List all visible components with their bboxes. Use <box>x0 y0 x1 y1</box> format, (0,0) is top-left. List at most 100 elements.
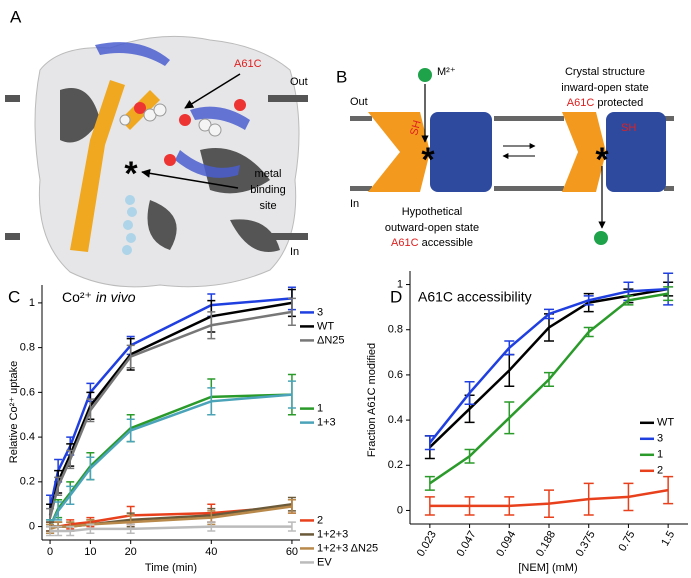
x-axis-label: [NEM] (mM) <box>518 562 577 574</box>
in-label: In <box>350 198 359 210</box>
error-bar <box>66 449 75 470</box>
x-tick-label: 0.023 <box>415 529 439 559</box>
ion-label: M²⁺ <box>437 66 456 78</box>
error-bar <box>126 344 135 369</box>
site-label: binding <box>250 184 285 196</box>
error-bar <box>54 525 63 537</box>
panel-label: D <box>390 287 402 306</box>
error-bar <box>287 380 296 409</box>
chain-cyan <box>122 195 137 255</box>
error-bar <box>207 311 216 340</box>
x-tick-label: 0.188 <box>534 529 558 559</box>
legend-label: 1+3 <box>317 417 336 429</box>
arrow <box>184 73 241 109</box>
error-bar <box>424 496 435 516</box>
sh-label: SH <box>621 122 636 134</box>
x-tick-label: 0.094 <box>494 529 518 559</box>
error-bar <box>504 340 515 356</box>
state-label: A61C accessible <box>391 237 473 249</box>
membrane-mark <box>268 233 308 240</box>
error-bar <box>207 521 216 532</box>
x-tick-label: 0.75 <box>616 529 637 554</box>
series-line <box>48 301 293 516</box>
legend-label: 3 <box>317 306 323 318</box>
y-axis-label: Fraction A61C modified <box>366 343 378 457</box>
x-tick-label: 0.375 <box>574 529 598 559</box>
legend-label: 3 <box>657 433 663 445</box>
y-tick-label: 1 <box>29 297 35 309</box>
membrane <box>350 116 674 191</box>
legend-label: WT <box>317 320 334 332</box>
error-bar <box>583 326 594 338</box>
star: * <box>421 141 435 179</box>
y-tick-label: 0.8 <box>20 342 35 354</box>
error-bar <box>464 496 475 516</box>
site-label: site <box>259 200 276 212</box>
state-word: accessible <box>422 237 473 249</box>
out-label: Out <box>290 76 308 88</box>
error-bar <box>207 387 216 416</box>
legend-label: 1 <box>657 449 663 461</box>
title-main: Co²⁺ <box>62 289 92 305</box>
error-bar <box>544 489 554 518</box>
ion <box>418 68 432 82</box>
x-tick-label: 10 <box>84 546 96 558</box>
y-tick-label: 0.2 <box>388 459 403 471</box>
error-bar <box>504 353 515 387</box>
legend-label: 1+2+3 <box>317 528 348 540</box>
error-bar <box>287 297 296 327</box>
error-bar <box>583 295 594 306</box>
error-bar <box>544 371 554 387</box>
y-axis-label: Relative Co²⁺ uptake <box>8 361 20 463</box>
state-label: outward-open state <box>385 222 479 234</box>
domain-orange <box>562 112 606 192</box>
helix-blue <box>95 42 250 178</box>
out-label: Out <box>350 96 368 108</box>
panel-a: A Out In A61C * metal binding site <box>5 7 308 288</box>
y-tick-label: 0 <box>397 504 403 516</box>
series-line <box>50 525 292 533</box>
domain-orange <box>368 112 430 192</box>
arrow <box>141 168 239 189</box>
x-axis-label: Time (min) <box>145 562 197 574</box>
legend-label: WT <box>657 417 674 429</box>
error-bar <box>86 398 95 423</box>
y-tick-label: 0.2 <box>20 476 35 488</box>
y-tick-label: 0.6 <box>20 386 35 398</box>
panel-b: B Out In M²⁺ SH * SH * Crystal structure… <box>336 66 674 249</box>
error-bar <box>663 475 674 505</box>
y-tick-label: 0.4 <box>388 414 403 426</box>
domain-blue <box>430 112 492 192</box>
legend-label: 1+2+3 ΔN25 <box>317 542 378 554</box>
error-bar <box>583 482 594 516</box>
legend-label: 1 <box>317 403 323 415</box>
state-label: Hypothetical <box>402 206 463 218</box>
x-tick-label: 40 <box>205 546 217 558</box>
x-tick-label: 60 <box>286 546 298 558</box>
error-bar <box>126 418 135 443</box>
error-bar <box>464 448 475 464</box>
error-bar <box>623 295 634 306</box>
mutation-label: A61C <box>234 58 262 70</box>
star: * <box>595 141 609 179</box>
error-bar <box>663 286 674 302</box>
error-bar <box>66 525 75 537</box>
error-bar <box>86 456 95 481</box>
ion <box>594 231 608 245</box>
panel-label: C <box>8 287 20 306</box>
y-tick-label: 0 <box>29 520 35 532</box>
panel-label: A <box>10 7 22 26</box>
membrane-mark <box>5 95 20 102</box>
error-bar <box>54 476 63 497</box>
helix-orange <box>70 80 160 252</box>
legend-label: ΔN25 <box>317 334 345 346</box>
chart-title: A61C accessibility <box>418 289 532 305</box>
error-bar <box>287 498 296 514</box>
error-bar <box>46 525 55 537</box>
y-tick-label: 0.8 <box>388 324 403 336</box>
error-bar <box>424 435 435 451</box>
state-label: inward-open state <box>561 82 648 94</box>
error-bar <box>66 485 75 505</box>
site-label: metal <box>255 168 282 180</box>
